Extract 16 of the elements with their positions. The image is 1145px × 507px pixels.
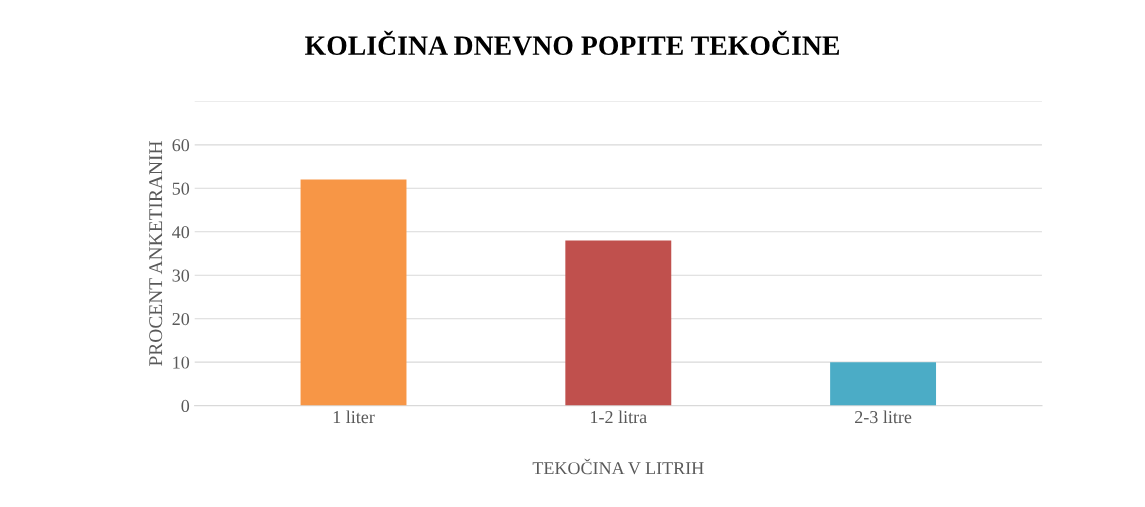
x-tick-label: 1-2 litra <box>591 410 647 424</box>
x-axis-title: TEKOČINA V LITRIH <box>532 458 704 475</box>
y-tick-label: 0 <box>181 399 190 413</box>
x-tick-label: 2-3 litre <box>855 410 912 424</box>
x-tick-label: 1 liter <box>333 410 375 424</box>
y-tick-label: 30 <box>172 269 190 282</box>
chart-title: KOLIČINA DNEVNO POPITE TEKOČINE <box>305 30 840 56</box>
y-tick-label: 20 <box>172 312 190 326</box>
bar <box>300 179 407 406</box>
bar <box>565 240 672 406</box>
y-axis-title: PROCENT ANKETIRANIH <box>149 141 163 366</box>
y-tick-label: 40 <box>172 226 190 239</box>
bar <box>830 362 937 406</box>
y-tick-label: 50 <box>172 182 190 195</box>
y-tick-label: 10 <box>173 356 190 369</box>
y-tick-label: 60 <box>172 139 190 152</box>
